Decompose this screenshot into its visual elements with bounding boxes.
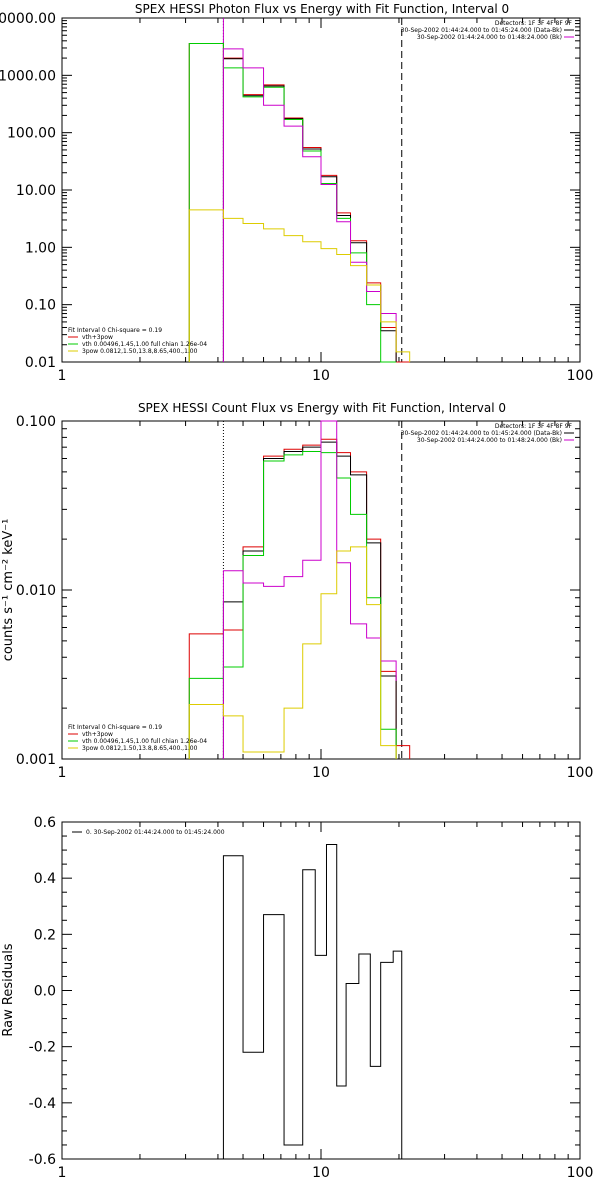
legend-text: vth+3pow xyxy=(82,334,113,341)
plot-frame xyxy=(61,821,581,1160)
legend-header: Fit Interval 0 Chi-square = 0.19 xyxy=(68,724,162,731)
y-tick-label: 0.001 xyxy=(16,752,56,768)
x-tick-label: 1 xyxy=(58,1165,67,1181)
y-tick-label: 100.00 xyxy=(7,126,56,142)
y-tick-label: 0.4 xyxy=(34,871,56,887)
legend-text: 0. 30-Sep-2002 01:44:24.000 to 01:45:24.… xyxy=(86,829,225,836)
legend-text: vth+3pow xyxy=(82,731,113,738)
x-tick-label: 1 xyxy=(58,368,67,384)
legend-text: Detectors: 1F 3F 4F 8F 9F xyxy=(495,423,573,430)
x-tick-label: 100 xyxy=(567,368,594,384)
legend-text: vth 0.00496,1.45,1.00 full chian 1.26e-0… xyxy=(82,738,207,745)
y-tick-label: 1000.00 xyxy=(0,68,56,84)
y-tick-label: 0.2 xyxy=(34,927,56,943)
series-line-0 xyxy=(188,438,411,759)
legend-text: 3pow 0.0812,1.50,13.8,8.65,400.,1.00 xyxy=(82,745,198,752)
legend-text: 3pow 0.0812,1.50,13.8,8.65,400.,1.00 xyxy=(82,348,198,355)
y-tick-label: 10.00 xyxy=(16,183,56,199)
series-line-1 xyxy=(222,441,397,759)
photon-flux-panel: SPEX HESSI Photon Flux vs Energy with Fi… xyxy=(0,2,593,384)
y-axis-label: Raw Residuals xyxy=(1,943,16,1036)
series-line-0 xyxy=(222,843,403,1159)
legend-text: 30-Sep-2002 01:44:24.000 to 01:45:24.000… xyxy=(401,27,562,34)
series-line-1 xyxy=(222,58,397,362)
plot-frame xyxy=(61,17,581,363)
x-tick-label: 100 xyxy=(567,765,594,781)
series-line-3 xyxy=(222,420,397,759)
y-tick-label: -0.4 xyxy=(29,1096,56,1112)
x-tick-label: 1 xyxy=(58,765,67,781)
x-tick-label: 10 xyxy=(312,368,330,384)
legend-text: 30-Sep-2002 01:44:24.000 to 01:48:24.000… xyxy=(417,437,562,444)
y-tick-label: 0.100 xyxy=(16,414,56,430)
y-tick-label: 0.10 xyxy=(25,298,56,314)
count-flux-panel: SPEX HESSI Count Flux vs Energy with Fit… xyxy=(1,401,593,781)
y-tick-label: 1.00 xyxy=(25,240,56,256)
legend-text: vth 0.00496,1.45,1.00 full chian 1.26e-0… xyxy=(82,341,207,348)
residuals-panel: Raw Residuals 1 10 100 0.6 0.4 0.2 0.0 -0.2 -0.4… xyxy=(1,815,593,1181)
panel-title: SPEX HESSI Photon Flux vs Energy with Fi… xyxy=(135,2,509,16)
y-tick-label: 0.01 xyxy=(25,355,56,371)
y-tick-label: -0.2 xyxy=(29,1040,56,1056)
legend-text: Detectors: 1F 3F 4F 8F 9F xyxy=(495,20,573,27)
series-line-2 xyxy=(188,450,397,759)
panel-title: SPEX HESSI Count Flux vs Energy with Fit… xyxy=(138,401,506,415)
x-tick-label: 100 xyxy=(567,1165,594,1181)
y-tick-label: 0.0 xyxy=(34,984,56,1000)
y-tick-label: 0.6 xyxy=(34,815,56,831)
series-line-4 xyxy=(188,546,397,759)
series-line-4 xyxy=(188,209,411,362)
legend-text: 30-Sep-2002 01:44:24.000 to 01:45:24.000… xyxy=(401,430,562,437)
legend-text: 30-Sep-2002 01:44:24.000 to 01:48:24.000… xyxy=(417,34,562,41)
x-tick-label: 10 xyxy=(312,765,330,781)
y-tick-label: 0.010 xyxy=(16,583,56,599)
legend-header: Fit Interval 0 Chi-square = 0.19 xyxy=(68,327,162,334)
series-line-0 xyxy=(188,42,410,363)
series-line-3 xyxy=(222,48,397,362)
y-tick-label: -0.6 xyxy=(29,1152,56,1168)
y-axis-label: counts s⁻¹ cm⁻² keV⁻¹ xyxy=(1,519,16,662)
series-line-2 xyxy=(188,42,397,363)
x-tick-label: 10 xyxy=(312,1165,330,1181)
